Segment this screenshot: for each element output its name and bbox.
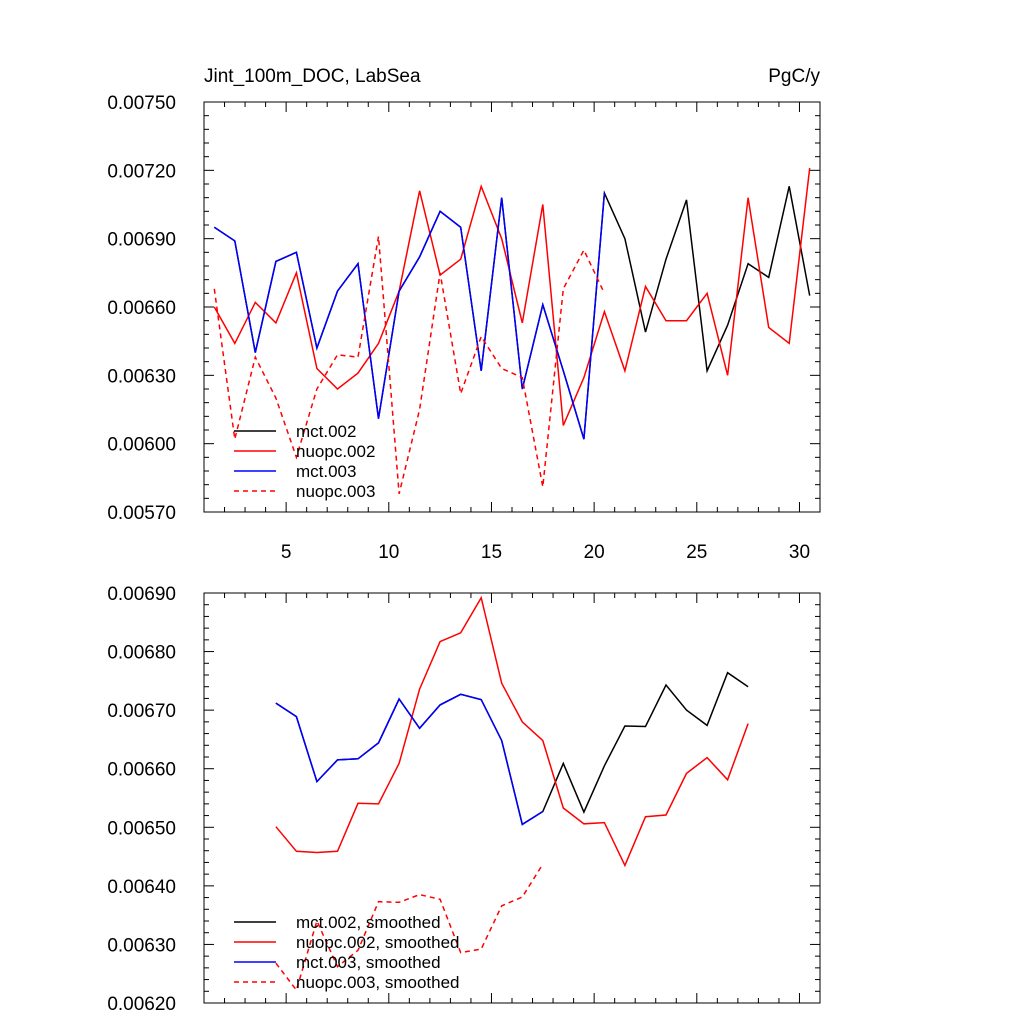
legend-label: mct.002, smoothed — [296, 913, 441, 932]
y-tick-label: 0.00570 — [107, 503, 176, 524]
series-line-mct-003-smoothed — [275, 693, 544, 826]
legend-label: mct.002 — [296, 422, 356, 441]
y-tick-label: 0.00720 — [107, 161, 176, 182]
x-tick-label: 25 — [686, 542, 707, 563]
x-tick-label: 30 — [789, 542, 810, 563]
series-line-mct-002-smoothed — [275, 671, 749, 826]
legend-label: nuopc.002 — [296, 442, 375, 461]
series-lines — [213, 168, 811, 494]
y-tick-label: 0.00670 — [107, 701, 176, 722]
x-tick-label: 20 — [584, 542, 605, 563]
y-tick-label: 0.00690 — [107, 584, 176, 605]
legend-label: nuopc.002, smoothed — [296, 933, 460, 952]
y-tick-label: 0.00620 — [107, 994, 176, 1015]
y-tick-label: 0.00650 — [107, 818, 176, 839]
top-panel: 0.00570 0.00600 0.00630 0.00660 0.00690 0.007… — [107, 93, 821, 563]
y-tick-label: 0.00630 — [107, 366, 176, 387]
x-tick-label: 10 — [378, 542, 399, 563]
units-label: PgC/y — [768, 66, 820, 87]
legend-label: mct.003, smoothed — [296, 953, 441, 972]
legend-label: mct.003 — [296, 462, 356, 481]
legend-label: nuopc.003, smoothed — [296, 973, 460, 992]
y-tick-label: 0.00640 — [107, 877, 176, 898]
series-line-nuopc-002-smoothed — [275, 595, 749, 868]
series-lines — [275, 595, 749, 992]
series-line-mct-003 — [213, 193, 606, 440]
x-tick-label: 5 — [281, 542, 292, 563]
y-tick-label: 0.00690 — [107, 230, 176, 251]
y-tick-label: 0.00660 — [107, 760, 176, 781]
y-tick-label: 0.00680 — [107, 643, 176, 664]
series-line-nuopc-003-smoothed — [275, 863, 544, 992]
series-line-nuopc-003 — [213, 236, 606, 494]
bottom-panel: 0.00620 0.00630 0.00640 0.00650 0.00660 0.006… — [107, 584, 821, 1015]
x-tick-label: 15 — [481, 542, 502, 563]
series-line-nuopc-002 — [213, 168, 811, 426]
chart-title: Jint_100m_DOC, LabSea — [204, 66, 421, 87]
y-tick-label: 0.00660 — [107, 298, 176, 319]
legend-label: nuopc.003 — [296, 482, 375, 501]
y-tick-label: 0.00750 — [107, 93, 176, 114]
y-tick-label: 0.00600 — [107, 435, 176, 456]
y-tick-label: 0.00630 — [107, 935, 176, 956]
series-line-mct-002 — [213, 186, 811, 440]
